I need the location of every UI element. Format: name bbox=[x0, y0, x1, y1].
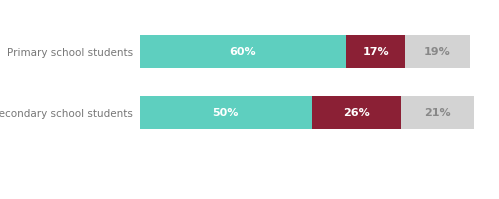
Text: 21%: 21% bbox=[424, 108, 451, 118]
Text: 17%: 17% bbox=[362, 47, 389, 57]
Bar bbox=[405, 35, 470, 68]
Text: 60%: 60% bbox=[230, 47, 256, 57]
Bar bbox=[401, 96, 474, 129]
Bar bbox=[140, 35, 346, 68]
Bar bbox=[346, 35, 405, 68]
Bar bbox=[312, 96, 401, 129]
Text: 26%: 26% bbox=[343, 108, 370, 118]
Text: 19%: 19% bbox=[424, 47, 451, 57]
Text: 50%: 50% bbox=[213, 108, 239, 118]
Bar bbox=[140, 96, 312, 129]
